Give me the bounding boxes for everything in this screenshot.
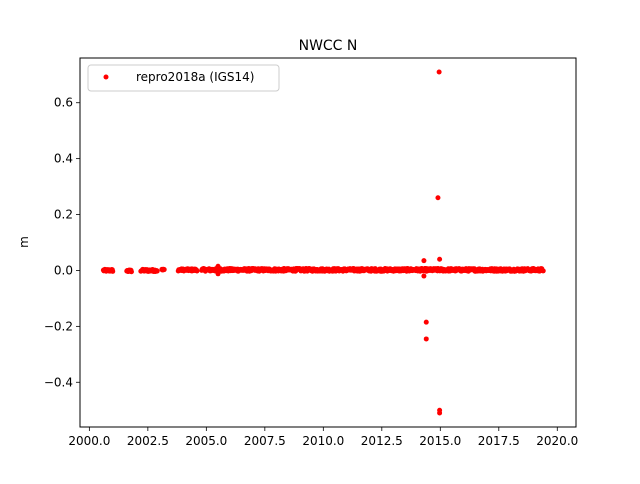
- x-tick-label: 2005.0: [185, 434, 227, 448]
- data-points: [100, 69, 546, 416]
- legend-box: [87, 64, 280, 92]
- y-tick-label: 0.4: [54, 152, 73, 166]
- x-tick-label: 2012.5: [361, 434, 403, 448]
- y-tick-label: 0.2: [54, 208, 73, 222]
- x-tick-label: 2015.0: [419, 434, 461, 448]
- y-axis-label: m: [17, 236, 31, 248]
- plot-frame: [79, 57, 577, 428]
- data-point-outlier: [215, 271, 221, 277]
- y-tick-label: 0.6: [54, 96, 73, 110]
- legend-label: repro2018a (IGS14): [136, 70, 254, 84]
- chart-title: NWCC N: [299, 38, 358, 54]
- data-point-outlier: [437, 410, 443, 416]
- x-tick-label: 2020.0: [536, 434, 578, 448]
- x-tick-label: 2017.5: [478, 434, 520, 448]
- data-point-outlier: [421, 273, 427, 279]
- data-point: [540, 268, 546, 274]
- y-axis-ticks: −0.4 −0.2 0.0 0.2 0.4 0.6: [44, 96, 80, 389]
- data-point: [154, 268, 160, 274]
- x-tick-label: 2007.5: [244, 434, 286, 448]
- y-tick-label: 0.0: [54, 263, 73, 277]
- data-point-outlier: [435, 195, 441, 201]
- data-point: [128, 269, 134, 275]
- x-tick-label: 2002.5: [127, 434, 169, 448]
- x-axis-ticks: 2000.0 2002.5 2005.0 2007.5 2010.0 2012.5 2015…: [68, 427, 578, 448]
- data-point-outlier: [421, 258, 427, 264]
- y-tick-label: −0.4: [44, 375, 73, 389]
- data-point-outlier: [437, 256, 443, 262]
- legend: repro2018a (IGS14): [87, 64, 280, 92]
- data-point-outlier: [423, 319, 429, 325]
- x-tick-label: 2000.0: [68, 434, 110, 448]
- x-tick-label: 2010.0: [302, 434, 344, 448]
- data-point-outlier: [423, 336, 429, 342]
- data-point: [161, 267, 167, 273]
- legend-marker: [103, 74, 109, 80]
- data-point: [110, 268, 116, 274]
- data-point-outlier: [215, 263, 221, 269]
- data-point: [194, 268, 200, 274]
- data-point-outlier: [436, 69, 442, 75]
- y-tick-label: −0.2: [44, 319, 73, 333]
